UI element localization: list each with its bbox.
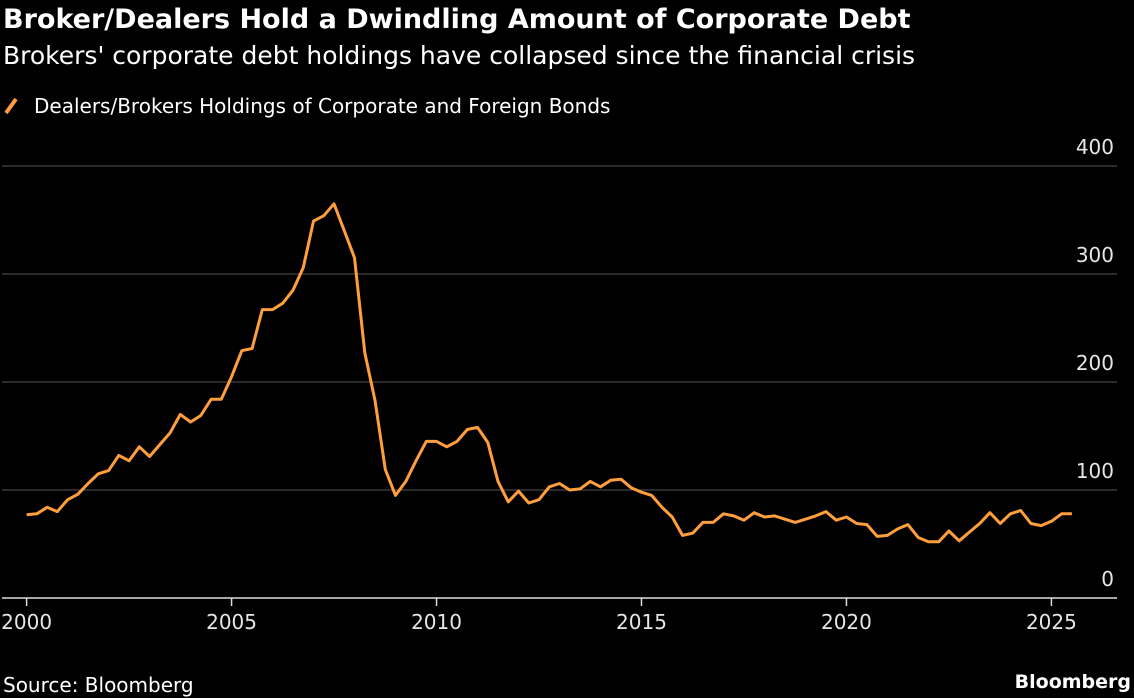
y-tick-label: 300 bbox=[1076, 243, 1114, 267]
y-tick-label: 400 bbox=[1076, 135, 1114, 159]
data-line bbox=[26, 202, 1072, 544]
x-tick-label: 2000 bbox=[1, 610, 52, 634]
legend-swatch bbox=[4, 97, 18, 115]
y-tick-label: 100 bbox=[1076, 459, 1114, 483]
x-tick-label: 2020 bbox=[821, 610, 872, 634]
chart-subtitle: Brokers' corporate debt holdings have co… bbox=[3, 41, 915, 70]
y-tick-label: 0 bbox=[1101, 567, 1114, 591]
chart-title: Broker/Dealers Hold a Dwindling Amount o… bbox=[3, 4, 911, 35]
logo: Bloomberg bbox=[1015, 671, 1131, 693]
x-tick-label: 2015 bbox=[616, 610, 667, 634]
source: Source: Bloomberg bbox=[3, 673, 194, 697]
x-tick-label: 2005 bbox=[206, 610, 257, 634]
x-tick-label: 2010 bbox=[411, 610, 462, 634]
y-tick-label: 200 bbox=[1076, 351, 1114, 375]
legend-label: Dealers/Brokers Holdings of Corporate an… bbox=[34, 94, 610, 118]
x-tick-label: 2025 bbox=[1026, 610, 1077, 634]
